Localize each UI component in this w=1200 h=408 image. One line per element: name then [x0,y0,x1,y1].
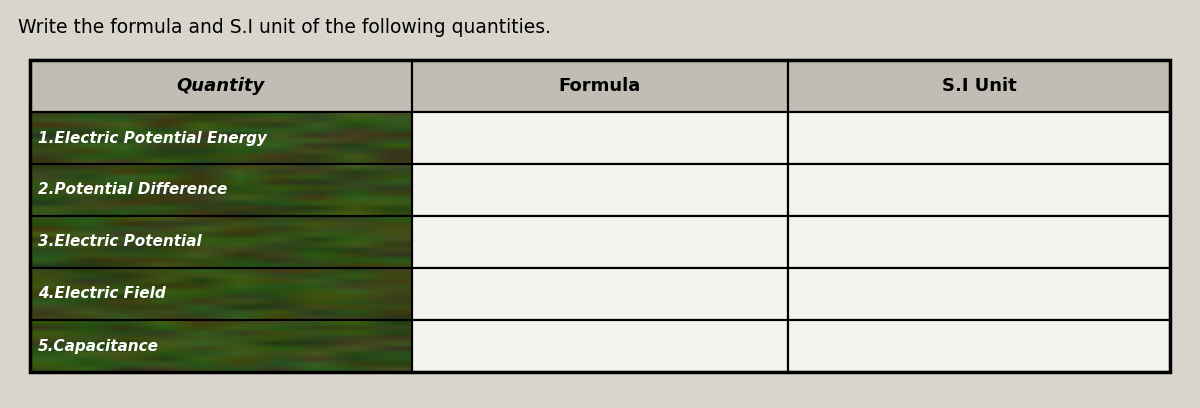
Bar [412,216,788,268]
Bar [30,112,412,164]
Bar [788,164,1170,216]
Bar [30,60,1170,372]
Bar [788,112,1170,164]
Bar [788,268,1170,320]
Bar [412,112,788,164]
Text: Formula: Formula [559,77,641,95]
Bar [30,268,412,320]
Bar [412,268,788,320]
Bar [412,164,788,216]
Bar [30,164,412,216]
Text: 1.Electric Potential Energy: 1.Electric Potential Energy [38,131,266,146]
Bar [412,60,788,112]
Text: 4.Electric Field: 4.Electric Field [38,286,166,302]
Text: S.I Unit: S.I Unit [942,77,1016,95]
Bar [30,60,412,112]
Bar [30,320,412,372]
Bar [412,320,788,372]
Bar [30,216,412,268]
Text: Write the formula and S.I unit of the following quantities.: Write the formula and S.I unit of the fo… [18,18,551,37]
Text: 3.Electric Potential: 3.Electric Potential [38,235,202,250]
Text: 5.Capacitance: 5.Capacitance [38,339,158,353]
Text: 2.Potential Difference: 2.Potential Difference [38,182,227,197]
Bar [788,216,1170,268]
Bar [788,320,1170,372]
Text: Quantity: Quantity [176,77,265,95]
Bar [788,60,1170,112]
